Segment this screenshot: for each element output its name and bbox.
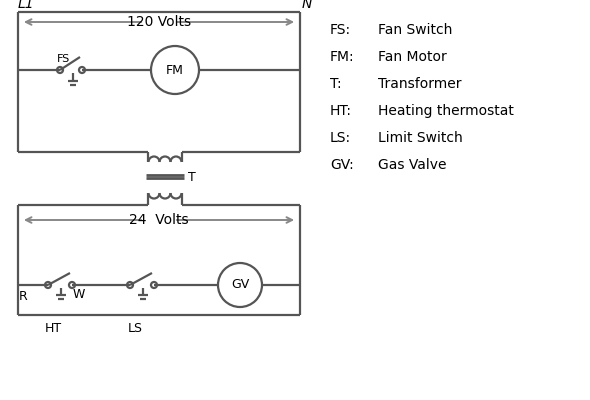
- Text: Transformer: Transformer: [378, 77, 461, 91]
- Text: Fan Motor: Fan Motor: [378, 50, 447, 64]
- Text: Heating thermostat: Heating thermostat: [378, 104, 514, 118]
- Text: LS: LS: [127, 322, 143, 336]
- Text: R: R: [19, 290, 27, 304]
- Text: T:: T:: [330, 77, 342, 91]
- Text: FS:: FS:: [330, 23, 351, 37]
- Text: HT:: HT:: [330, 104, 352, 118]
- Text: Limit Switch: Limit Switch: [378, 131, 463, 145]
- Text: HT: HT: [44, 322, 61, 336]
- Text: GV:: GV:: [330, 158, 354, 172]
- Circle shape: [45, 282, 51, 288]
- Text: FM: FM: [166, 64, 184, 76]
- Text: W: W: [73, 288, 85, 302]
- Text: GV: GV: [231, 278, 249, 292]
- Circle shape: [69, 282, 75, 288]
- Circle shape: [151, 282, 157, 288]
- Text: T: T: [188, 171, 196, 184]
- Text: 24  Volts: 24 Volts: [129, 213, 189, 227]
- Circle shape: [79, 67, 85, 73]
- Text: LS:: LS:: [330, 131, 351, 145]
- Text: Gas Valve: Gas Valve: [378, 158, 447, 172]
- Text: 120 Volts: 120 Volts: [127, 15, 191, 29]
- Text: N: N: [302, 0, 312, 11]
- Text: FS: FS: [57, 54, 71, 64]
- Text: Fan Switch: Fan Switch: [378, 23, 453, 37]
- Circle shape: [127, 282, 133, 288]
- Text: FM:: FM:: [330, 50, 355, 64]
- Circle shape: [57, 67, 63, 73]
- Text: L1: L1: [18, 0, 35, 11]
